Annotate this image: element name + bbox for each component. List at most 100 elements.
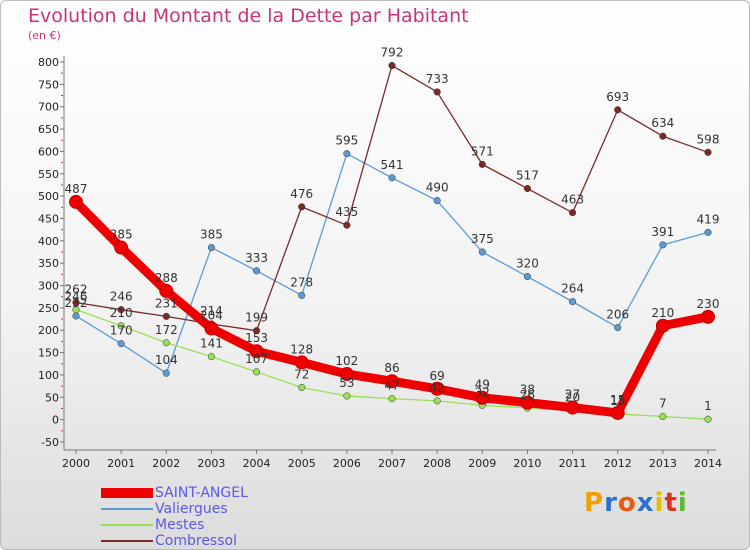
- logo-letter: r: [604, 488, 618, 518]
- data-label: 13: [610, 394, 625, 408]
- legend-swatch: [101, 508, 153, 510]
- data-label: 487: [65, 182, 88, 196]
- data-point-valiergues: [523, 273, 531, 281]
- data-point-valiergues: [704, 228, 712, 236]
- proxiti-logo: Proxiti: [584, 488, 688, 518]
- data-point-saint-angel: [294, 355, 309, 370]
- x-tick-label: 2013: [649, 457, 677, 470]
- x-tick-label: 2007: [378, 457, 406, 470]
- data-label: 153: [245, 331, 268, 345]
- data-point-mestes: [704, 415, 712, 423]
- data-label: 463: [561, 193, 584, 207]
- data-label: 230: [697, 297, 720, 311]
- data-label: 693: [606, 90, 629, 104]
- data-label: 733: [426, 72, 449, 86]
- data-label: 541: [381, 158, 404, 172]
- y-tick-label: 550: [38, 168, 59, 181]
- data-label: 206: [606, 308, 629, 322]
- data-label: 490: [426, 181, 449, 195]
- data-label: 49: [475, 378, 490, 392]
- data-label: 435: [335, 205, 358, 219]
- data-point-mestes: [343, 392, 351, 400]
- data-label: 72: [294, 367, 309, 381]
- data-point-valiergues: [207, 243, 215, 252]
- data-point-combressol: [523, 184, 531, 193]
- data-point-saint-angel: [430, 381, 445, 396]
- logo-letter: o: [617, 488, 637, 518]
- legend-swatch: [101, 488, 153, 498]
- data-point-valiergues: [433, 197, 441, 205]
- y-tick-label: 750: [38, 78, 59, 91]
- data-label: 210: [110, 306, 133, 320]
- data-label: 170: [110, 324, 133, 338]
- y-tick-label: 350: [38, 257, 59, 270]
- x-tick-label: 2001: [107, 457, 135, 470]
- series-line-valiergues: [75, 152, 709, 374]
- y-tick-label: 500: [38, 190, 59, 203]
- data-point-combressol: [614, 106, 622, 114]
- data-point-saint-angel: [69, 194, 83, 209]
- x-tick-label: 2010: [513, 457, 541, 470]
- data-point-combressol: [253, 327, 261, 335]
- legend-label: Mestes: [155, 517, 205, 533]
- logo-letter: t: [664, 488, 678, 518]
- x-tick-label: 2011: [559, 457, 587, 470]
- y-tick-label: 0: [52, 414, 59, 427]
- data-point-valiergues: [162, 369, 170, 377]
- data-label: 262: [65, 283, 88, 297]
- y-tick-label: 100: [38, 369, 59, 382]
- data-label: 141: [200, 337, 223, 351]
- data-label: 419: [697, 212, 720, 226]
- x-tick-label: 2004: [243, 457, 271, 470]
- data-point-valiergues: [117, 340, 125, 348]
- y-tick-label: 200: [38, 324, 59, 337]
- logo-letter: i: [677, 488, 688, 518]
- data-point-combressol: [72, 298, 80, 307]
- data-point-combressol: [343, 221, 351, 229]
- data-label: 26: [520, 388, 535, 402]
- data-label: 32: [475, 385, 490, 399]
- data-label: 104: [155, 353, 178, 367]
- data-label: 288: [155, 271, 178, 285]
- data-point-saint-angel: [385, 374, 399, 389]
- data-point-saint-angel: [655, 318, 670, 333]
- y-tick-label: 600: [38, 145, 59, 158]
- data-label: 86: [384, 361, 399, 375]
- y-tick-label: -50: [41, 436, 59, 449]
- data-label: 571: [471, 144, 494, 158]
- data-point-valiergues: [569, 298, 577, 306]
- data-label: 128: [290, 342, 313, 356]
- logo-letter: P: [584, 488, 605, 518]
- data-label: 210: [651, 306, 674, 320]
- x-tick-label: 2012: [604, 457, 632, 470]
- data-point-combressol: [569, 209, 577, 217]
- data-point-combressol: [388, 62, 396, 70]
- y-tick-label: 50: [45, 391, 59, 404]
- data-label: 598: [697, 132, 720, 146]
- data-point-combressol: [117, 306, 125, 314]
- data-point-saint-angel: [565, 400, 580, 415]
- data-point-saint-angel: [339, 367, 354, 382]
- data-point-valiergues: [614, 324, 622, 332]
- x-tick-label: 2008: [423, 457, 451, 470]
- data-point-valiergues: [298, 291, 306, 299]
- data-point-mestes: [659, 412, 667, 421]
- data-point-mestes: [117, 322, 125, 330]
- data-label: 246: [110, 290, 133, 304]
- x-tick-label: 2009: [468, 457, 496, 470]
- y-tick-label: 250: [38, 302, 59, 315]
- data-label: 214: [200, 304, 223, 318]
- data-point-saint-angel: [701, 309, 715, 324]
- data-point-combressol: [659, 132, 667, 140]
- data-label: 264: [561, 282, 584, 296]
- data-label: 204: [200, 308, 223, 322]
- data-label: 27: [565, 388, 580, 402]
- data-label: 333: [245, 251, 268, 265]
- data-point-saint-angel: [159, 283, 174, 298]
- data-label: 232: [65, 296, 88, 310]
- data-point-mestes: [207, 353, 215, 361]
- x-tick-label: 2002: [152, 457, 180, 470]
- data-label: 385: [200, 228, 223, 242]
- data-label: 792: [381, 46, 404, 60]
